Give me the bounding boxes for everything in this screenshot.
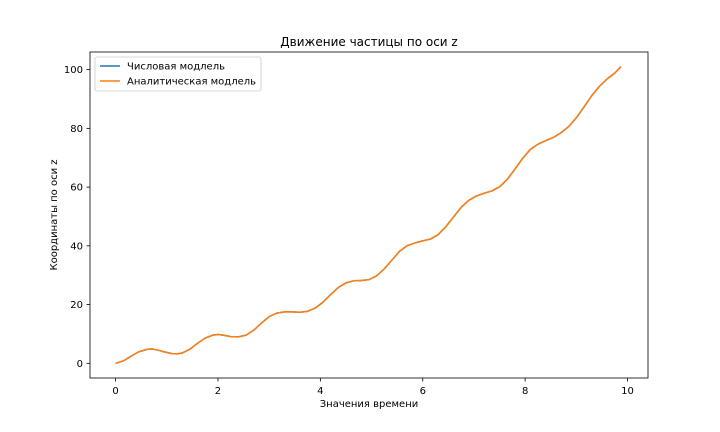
- y-tick-label: 100: [64, 65, 83, 76]
- x-tick-label: 6: [420, 386, 426, 397]
- y-axis-label: Координаты по оси z: [49, 159, 60, 270]
- x-axis-label: Значения времени: [320, 399, 419, 410]
- series-line-1: [115, 66, 622, 365]
- plot-area: [115, 66, 622, 365]
- x-tick-label: 10: [621, 386, 634, 397]
- x-tick-label: 8: [522, 386, 528, 397]
- y-tick-label: 40: [70, 241, 83, 252]
- legend-label-numerical: Числовая модлель: [127, 62, 225, 73]
- x-axis: 0 2 4 6 8 10: [112, 378, 634, 397]
- x-tick-label: 0: [112, 386, 118, 397]
- legend-label-analytical: Аналитическая модлель: [127, 77, 256, 88]
- y-tick-label: 0: [77, 359, 83, 370]
- y-tick-label: 20: [70, 300, 83, 311]
- legend: Числовая модлель Аналитическая модлель: [94, 56, 262, 92]
- y-axis: 0 20 40 60 80 100: [64, 65, 90, 370]
- axes-frame: [89, 51, 649, 379]
- legend-box: [94, 56, 262, 92]
- y-tick-label: 60: [70, 183, 83, 194]
- x-tick-label: 2: [215, 386, 221, 397]
- chart-title: Движение частицы по оси z: [280, 35, 457, 49]
- x-tick-label: 4: [317, 386, 323, 397]
- y-tick-label: 80: [70, 124, 83, 135]
